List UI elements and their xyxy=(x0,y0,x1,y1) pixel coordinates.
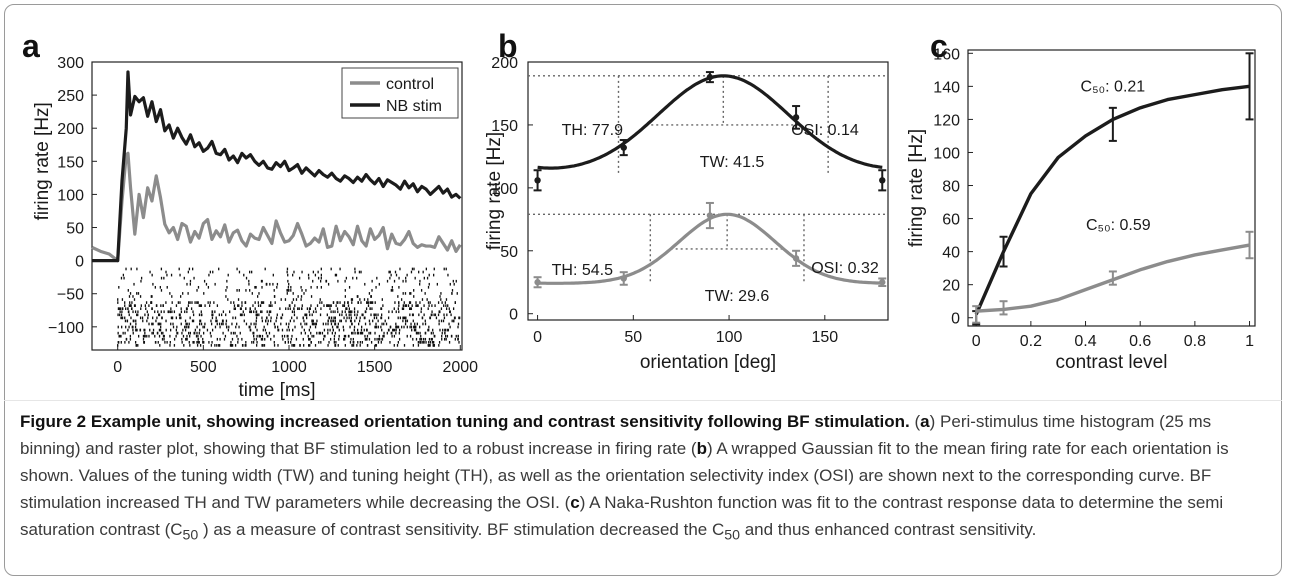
y-tick-label: 0 xyxy=(75,254,84,271)
plot-frame xyxy=(91,61,463,351)
chart-psth: −100 −50 0 50 100 150 200 250 300 0 500 1000 1500 200… xyxy=(32,55,478,401)
x-tick-label: 150 xyxy=(811,329,838,346)
caption-c50-subscript-2: 50 xyxy=(724,527,740,544)
data-point xyxy=(534,177,541,184)
data-point xyxy=(792,114,800,121)
caption-label-a: a xyxy=(920,412,930,431)
annotation-th: TH: 54.5 xyxy=(552,262,613,279)
x-tick-label: 0.4 xyxy=(1074,333,1096,350)
data-point xyxy=(879,279,886,286)
x-tick-label: 0 xyxy=(533,329,542,346)
x-tick-label: 2000 xyxy=(442,359,478,376)
panel-letter-b: b xyxy=(498,28,518,64)
y-tick-label: 150 xyxy=(57,154,84,171)
annotation-tw: TW: 29.6 xyxy=(705,288,770,305)
data-point xyxy=(792,255,800,262)
raster-plot xyxy=(117,267,461,347)
data-point xyxy=(620,144,627,151)
x-axis-label: orientation [deg] xyxy=(640,352,776,373)
x-tick-label: 0 xyxy=(972,333,981,350)
y-tick-label: 0 xyxy=(509,307,518,324)
panel-letter-a: a xyxy=(22,28,40,64)
y-tick-label: 20 xyxy=(942,278,960,295)
chart-orientation-tuning: 0 50 100 150 200 0 50 100 150 orientation [deg] fi… xyxy=(484,55,889,373)
y-tick-label: 150 xyxy=(491,118,518,135)
annotation-osi: OSI: 0.32 xyxy=(811,260,879,277)
x-tick-label: 0.2 xyxy=(1020,333,1042,350)
y-tick-label: −50 xyxy=(57,287,84,304)
x-tick-label: 1 xyxy=(1245,333,1254,350)
y-tick-label: 80 xyxy=(942,179,960,196)
y-tick-label: 60 xyxy=(942,212,960,229)
y-tick-label: 50 xyxy=(500,244,518,261)
panel-letter-c: c xyxy=(930,28,948,64)
y-tick-label: 160 xyxy=(933,46,960,63)
x-axis-label: contrast level xyxy=(1056,352,1168,373)
annotation-th: TH: 77.9 xyxy=(562,122,623,139)
x-tick-label: 1000 xyxy=(271,359,307,376)
caption-text-c2: ) as a measure of contrast sensitivity. … xyxy=(198,520,725,539)
figure-frame xyxy=(4,4,1282,576)
caption-title: Figure 2 Example unit, showing increased… xyxy=(20,412,910,431)
data-point xyxy=(879,177,886,184)
series-line-nb-stim xyxy=(92,70,462,263)
caption-text-a: Peri-stimulus time histogram (25 ms binn… xyxy=(20,412,1212,458)
annotation-tw: TW: 41.5 xyxy=(700,154,765,171)
plot-frame xyxy=(967,49,1256,327)
x-tick-label: 0 xyxy=(113,359,122,376)
y-tick-label: 40 xyxy=(942,245,960,262)
x-tick-label: 50 xyxy=(624,329,642,346)
y-axis-label: firing rate [Hz] xyxy=(484,132,505,250)
caption-divider xyxy=(4,400,1282,401)
c50-label: C₅₀: 0.59 xyxy=(1086,217,1151,234)
caption-text-c3: and thus enhanced contrast sensitivity. xyxy=(739,520,1037,539)
x-tick-label: 500 xyxy=(190,359,217,376)
data-point xyxy=(706,73,714,81)
data-point xyxy=(620,275,627,282)
x-tick-label: 0.6 xyxy=(1129,333,1151,350)
caption-text-b: ) A wrapped Gaussian fit to the mean fir… xyxy=(20,439,1229,512)
y-tick-label: 100 xyxy=(491,181,518,198)
x-tick-label: 100 xyxy=(716,329,743,346)
legend-box xyxy=(341,67,459,119)
y-tick-label: 50 xyxy=(66,221,84,238)
y-tick-label: 200 xyxy=(57,121,84,138)
y-tick-label: 200 xyxy=(491,55,518,72)
y-tick-label: 140 xyxy=(933,79,960,96)
caption-text-c1: ) A Naka-Rushton function was fit to the… xyxy=(20,493,1224,539)
x-axis-label: time [ms] xyxy=(238,380,315,401)
caption-c50-subscript: 50 xyxy=(182,527,199,544)
plot-frame xyxy=(527,61,889,321)
chart-contrast-response: 0 20 40 60 80 100 120 140 160 0 0.2 0.4 0.6 0.8 1 contr… xyxy=(906,46,1256,373)
y-tick-label: 100 xyxy=(57,187,84,204)
legend-label: control xyxy=(386,76,434,93)
figure-caption: Figure 2 Example unit, showing increased… xyxy=(20,412,1229,544)
y-axis-label: firing rate [Hz] xyxy=(906,129,927,247)
series-line-control xyxy=(91,151,462,263)
y-axis-label: firing rate [Hz] xyxy=(32,102,53,220)
x-tick-label: 0.8 xyxy=(1184,333,1206,350)
y-tick-label: 300 xyxy=(57,55,84,72)
y-tick-label: −100 xyxy=(48,320,84,337)
legend-label: NB stim xyxy=(386,98,442,115)
annotation-osi: OSI: 0.14 xyxy=(791,122,859,139)
y-tick-label: 120 xyxy=(933,112,960,129)
y-tick-label: 0 xyxy=(951,311,960,328)
data-point xyxy=(706,212,714,219)
y-tick-label: 100 xyxy=(933,145,960,162)
c50-label: C₅₀: 0.21 xyxy=(1081,78,1146,95)
caption-label-c: c xyxy=(570,493,580,512)
data-point xyxy=(534,279,541,286)
y-tick-label: 250 xyxy=(57,88,84,105)
x-tick-label: 1500 xyxy=(357,359,393,376)
caption-label-b: b xyxy=(696,439,707,458)
